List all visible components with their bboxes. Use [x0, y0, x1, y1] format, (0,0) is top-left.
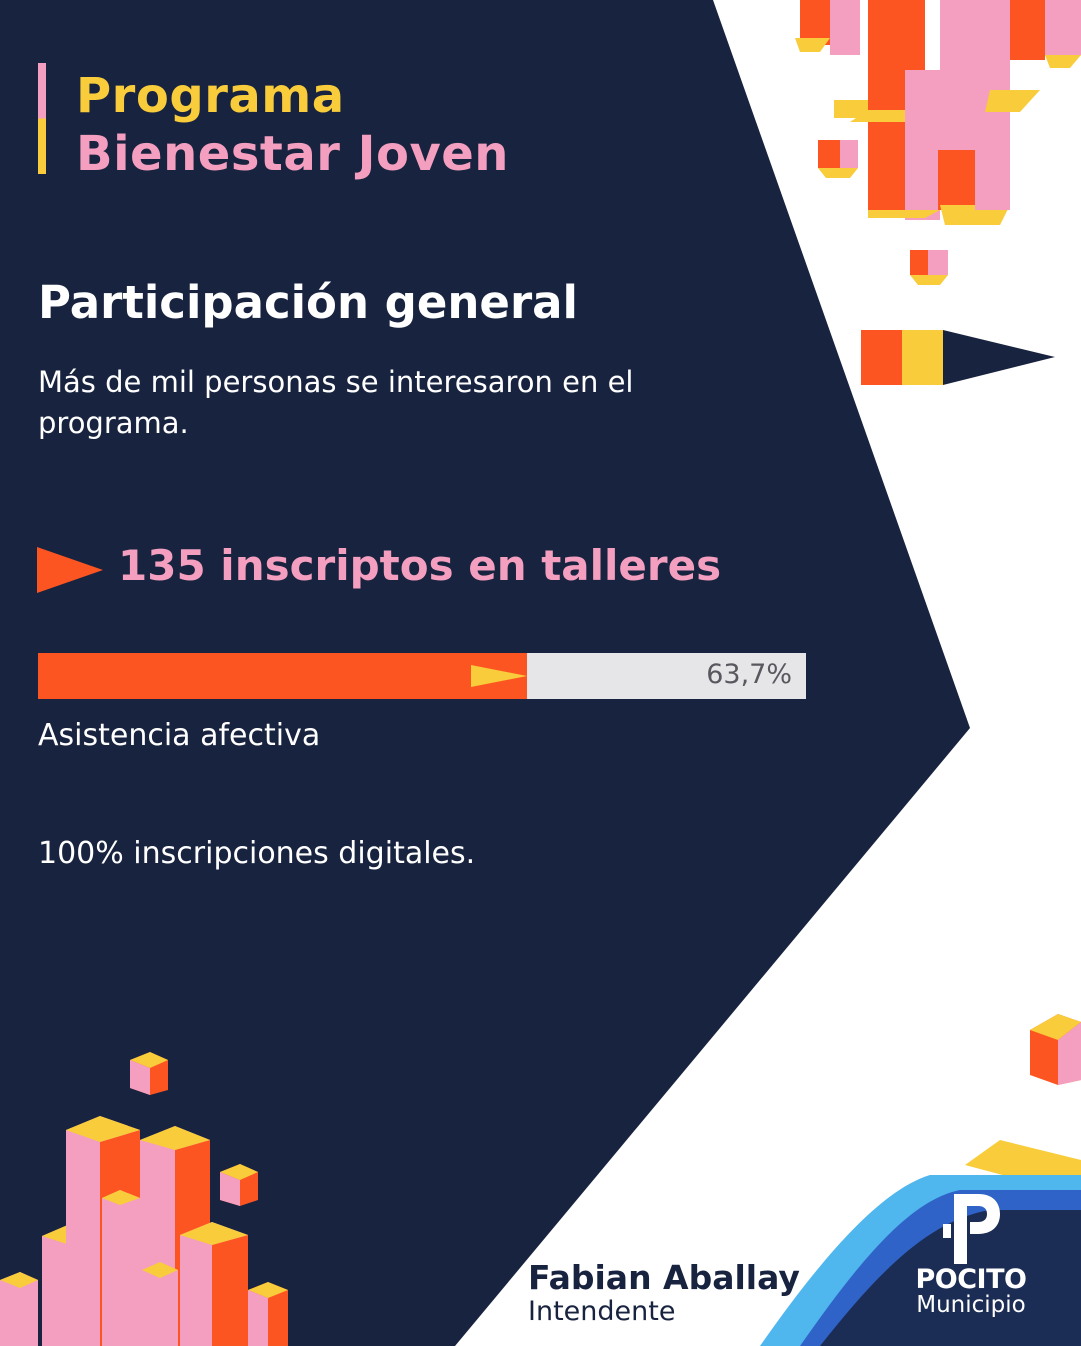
- top-right-bars-decoration: [795, 0, 1081, 285]
- section-heading: Participación general: [38, 276, 578, 329]
- municipality-logo-name: POCITO: [915, 1264, 1027, 1295]
- pocito-logo-icon: [943, 1194, 1000, 1264]
- program-title-line2: Bienestar Joven: [76, 126, 509, 182]
- attendance-progress-fill: [38, 653, 528, 699]
- digital-enrollment-text: 100% inscripciones digitales.: [38, 836, 476, 871]
- bottom-right-decoration: [760, 1014, 1081, 1346]
- attendance-progress-bar: 63,7%: [38, 653, 806, 699]
- title-accent-bar: [38, 63, 46, 174]
- mayor-role: Intendente: [528, 1296, 676, 1327]
- program-title-line1: Programa: [76, 68, 345, 124]
- attendance-label: Asistencia afectiva: [38, 718, 321, 753]
- section-description: Más de mil personas se interesaron en el…: [38, 365, 634, 440]
- mayor-name: Fabian Aballay: [528, 1258, 800, 1297]
- bottom-left-bars-decoration: [0, 1052, 288, 1346]
- municipality-logo-subtitle: Municipio: [916, 1292, 1026, 1318]
- progress-arrow-icon: [471, 665, 528, 687]
- triangle-arrow-icon: [37, 547, 103, 593]
- workshop-enrollment-highlight: 135 inscriptos en talleres: [118, 541, 722, 590]
- right-chevron-arrows: [861, 330, 1055, 385]
- attendance-percent: 63,7%: [706, 659, 792, 690]
